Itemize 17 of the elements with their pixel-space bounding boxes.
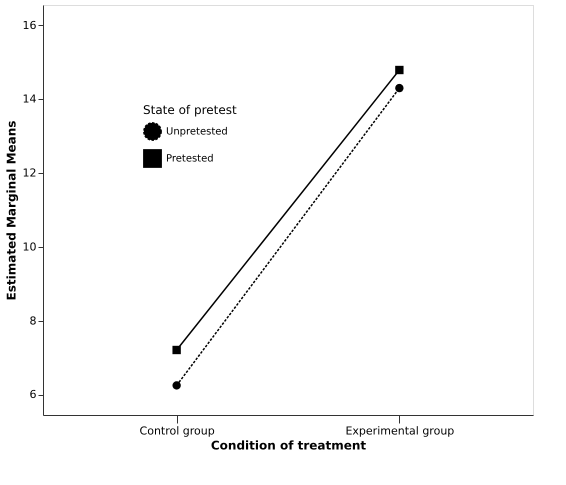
legend-label: Unpretested — [166, 126, 228, 138]
point — [395, 66, 404, 74]
x-axis-title: Condition of treatment — [210, 438, 366, 452]
y-tick-label: 16 — [22, 18, 36, 32]
y-tick-label: 12 — [22, 166, 36, 180]
point — [395, 84, 404, 92]
y-axis-title: Estimated Marginal Means — [4, 120, 19, 300]
y-tick-label: 14 — [22, 92, 36, 106]
y-tick-label: 6 — [30, 388, 36, 402]
point — [172, 346, 181, 354]
y-tick-label: 10 — [22, 240, 36, 254]
x-tick-label: Experimental group — [345, 424, 454, 438]
x-tick-label: Control group — [140, 424, 215, 438]
legend-label: Pretested — [166, 154, 214, 164]
legend-title: State of pretest — [143, 103, 237, 117]
y-tick-label: 8 — [30, 314, 36, 328]
point — [172, 381, 181, 390]
